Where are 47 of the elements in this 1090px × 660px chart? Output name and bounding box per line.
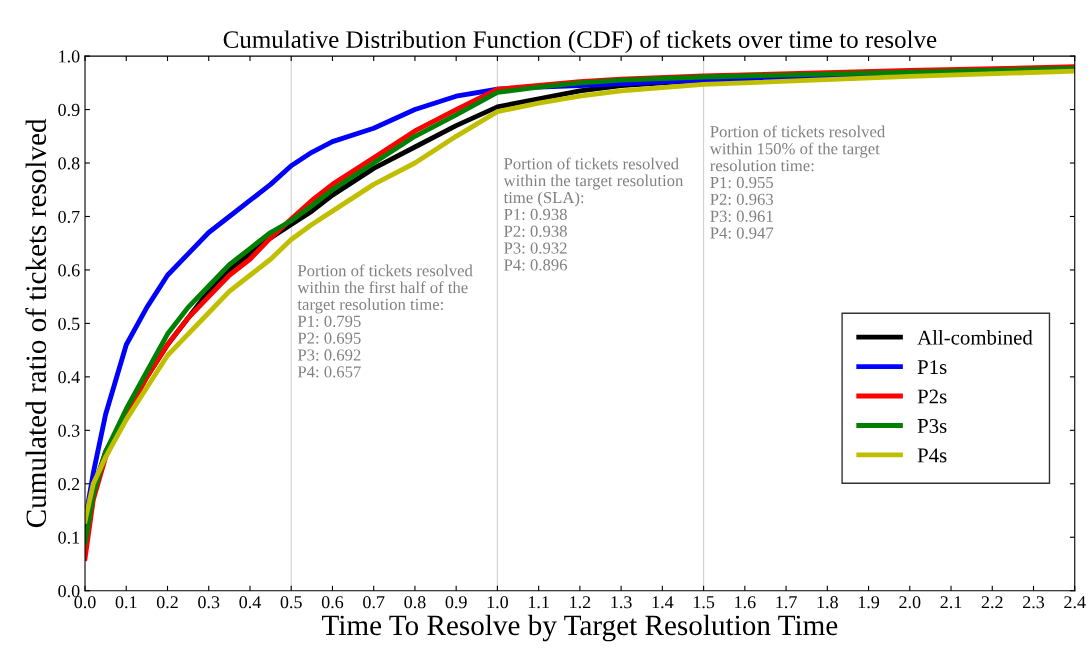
x-tick-label: 0.6 — [321, 596, 344, 609]
x-tick-label: 1.9 — [858, 596, 880, 609]
legend-label: P1s — [917, 360, 947, 375]
legend-label: P3s — [917, 418, 947, 433]
x-tick-label: 0.5 — [280, 596, 302, 609]
x-tick-label: 1.0 — [487, 596, 508, 609]
annotation: Portion of tickets resolved within 150% of the target resolution time: P1: 0.955 P2: 0.963 P3: 0.961 P4: 0.947 — [709, 125, 886, 239]
y-tick-label: 0.9 — [58, 103, 80, 117]
y-tick-label: 0.7 — [58, 210, 80, 223]
x-tick-label: 1.8 — [817, 596, 838, 609]
x-tick-label: 0.4 — [239, 596, 261, 609]
x-tick-label: 0.0 — [74, 596, 96, 609]
x-tick-label: 2.1 — [940, 596, 962, 609]
y-axis-title: Cumulated ratio of tickets resolved — [25, 118, 47, 528]
x-tick-label: 2.2 — [981, 596, 1003, 609]
x-tick-label: 1.1 — [528, 596, 549, 609]
x-tick-label: 0.1 — [115, 596, 137, 609]
x-tick-label: 1.2 — [570, 596, 591, 609]
legend-label: P2s — [917, 389, 947, 404]
y-tick-label: 0.8 — [58, 157, 80, 170]
x-tick-label: 0.7 — [363, 596, 385, 609]
y-tick-label: 0.0 — [58, 584, 80, 598]
x-tick-label: 0.2 — [156, 596, 178, 609]
x-tick-label: 1.3 — [611, 596, 632, 609]
legend-label: All-combined — [917, 329, 1033, 345]
x-tick-label: 1.6 — [735, 596, 756, 609]
y-tick-label: 0.5 — [58, 317, 80, 330]
y-tick-label: 0.4 — [58, 371, 80, 384]
annotation: Portion of tickets resolved within the first half of the target resolution time: P1: 0.795 P2: 0.695 P3: 0.692 P4: 0.657 — [297, 264, 473, 378]
y-tick-label: 0.1 — [58, 531, 80, 544]
x-tick-label: 1.4 — [652, 596, 674, 609]
y-tick-label: 1.0 — [59, 50, 80, 63]
y-tick-label: 0.6 — [58, 264, 80, 277]
legend-label: P4s — [917, 448, 947, 463]
x-tick-label: 1.7 — [776, 596, 797, 609]
x-tick-label: 2.4 — [1064, 596, 1086, 609]
y-tick-label: 0.2 — [58, 478, 80, 491]
x-tick-label: 0.8 — [404, 596, 426, 609]
chart-title: Cumulative Distribution Function (CDF) of tickets over time to resolve — [223, 30, 937, 54]
x-tick-label: 1.5 — [693, 596, 715, 609]
x-axis-title: Time To Resolve by Target Resolution Time — [322, 614, 838, 642]
x-tick-label: 0.9 — [445, 596, 467, 609]
y-tick-label: 0.3 — [58, 424, 80, 437]
x-tick-label: 2.0 — [899, 596, 921, 609]
x-tick-label: 0.3 — [198, 596, 220, 609]
x-tick-label: 2.3 — [1023, 596, 1045, 609]
annotation: Portion of tickets resolved within the target resolution time (SLA): P1: 0.938 P2: 0.938 P3: 0.932 P4: 0.896 — [503, 157, 684, 271]
